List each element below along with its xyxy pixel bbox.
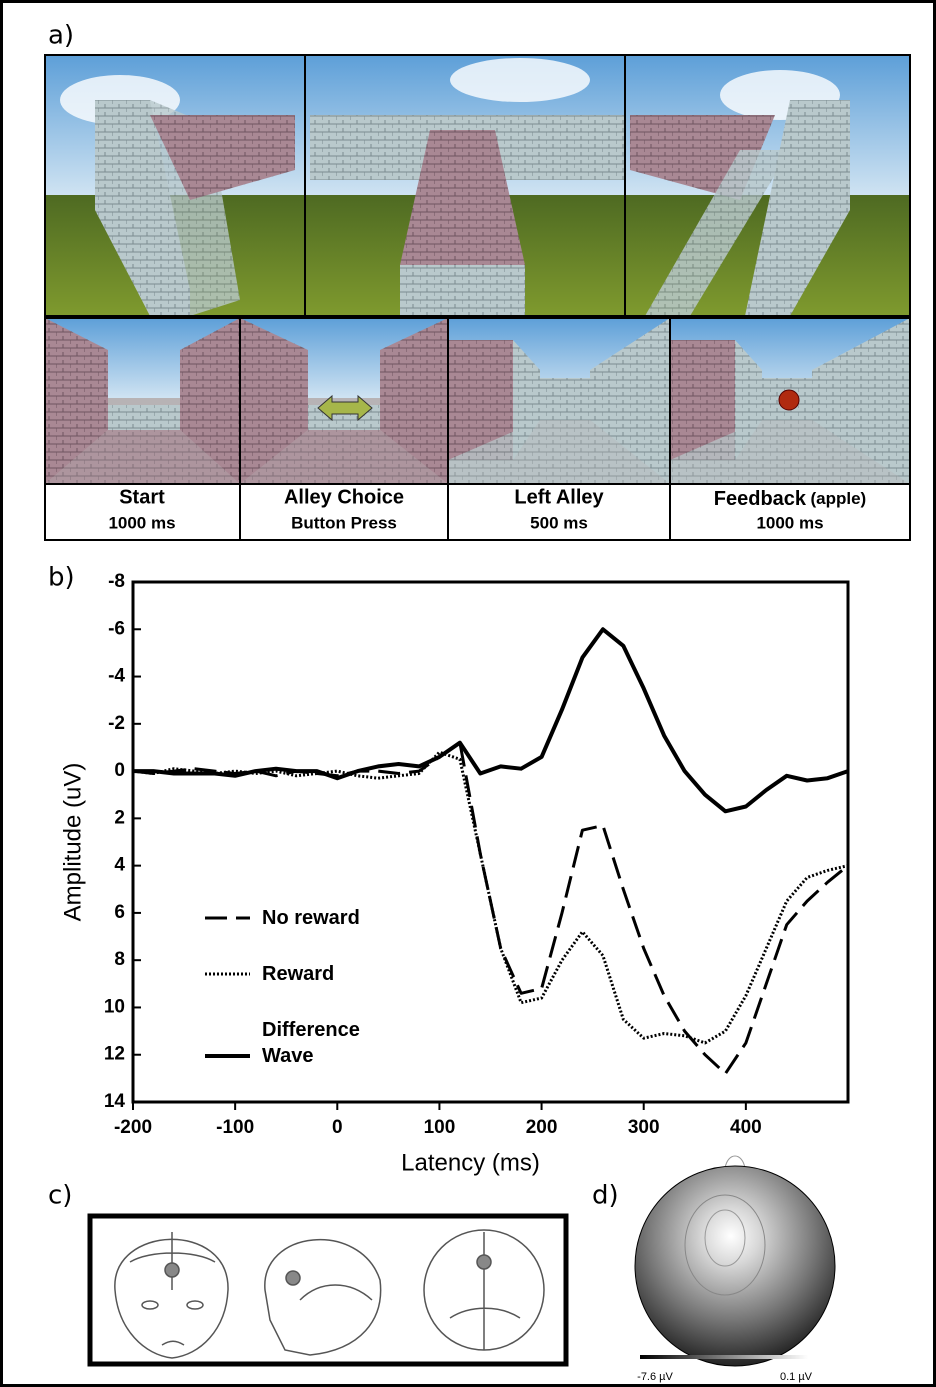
y-tick-label: 6 xyxy=(114,902,125,923)
y-tick-label: -6 xyxy=(108,618,125,639)
y-tick-label: 8 xyxy=(114,949,125,970)
legend-label: Difference Wave xyxy=(262,1017,392,1069)
series-line xyxy=(133,629,848,811)
step-note: (apple) xyxy=(810,489,866,508)
plot-frame xyxy=(133,582,848,1102)
step-title: Alley Choice xyxy=(284,486,404,508)
legend-label: Reward xyxy=(262,961,392,987)
topomap xyxy=(635,1156,835,1366)
panel-label: c) xyxy=(48,1181,72,1211)
step-title: Left Alley xyxy=(514,486,604,508)
colorbar-max: 0.1 µV xyxy=(780,1371,813,1383)
panel-label: a) xyxy=(48,21,74,51)
x-tick-label: 100 xyxy=(424,1117,456,1138)
step-detail: 500 ms xyxy=(530,513,588,532)
y-tick-label: 10 xyxy=(104,996,125,1017)
step-title: Feedback xyxy=(714,488,807,510)
step-detail: 1000 ms xyxy=(756,513,823,532)
step-detail: 1000 ms xyxy=(108,513,175,532)
y-tick-label: -4 xyxy=(108,666,125,687)
x-tick-label: -200 xyxy=(114,1117,152,1138)
x-axis-label: Latency (ms) xyxy=(401,1149,540,1176)
figure-canvas: a) b) c) d) Start 1000 ms Alley Choice B… xyxy=(0,0,936,1387)
figure: a) b) c) d) Start 1000 ms Alley Choice B… xyxy=(0,0,936,1387)
step-title-group: Feedback (apple) xyxy=(714,488,866,510)
erp-chart: -8 -6 -4 -2 0 2 4 6 8 10 12 14 -200 -100 0 100 200 300 400… xyxy=(59,571,848,1176)
y-tick-label: -8 xyxy=(108,571,125,592)
y-tick-label: 12 xyxy=(104,1044,125,1065)
step-detail: Button Press xyxy=(291,513,397,532)
y-tick-label: 14 xyxy=(104,1091,126,1112)
y-tick-label: 4 xyxy=(114,855,125,876)
x-tick-label: -100 xyxy=(216,1117,254,1138)
series-line xyxy=(133,752,848,1043)
step-title: Start xyxy=(119,486,165,508)
y-tick-label: 0 xyxy=(114,760,125,781)
x-tick-label: 400 xyxy=(730,1117,762,1138)
panel-label: d) xyxy=(592,1181,619,1211)
y-axis-label: Amplitude (uV) xyxy=(59,763,86,922)
y-tick-label: 2 xyxy=(114,807,125,828)
legend-label: No reward xyxy=(262,905,392,931)
x-tick-label: 300 xyxy=(628,1117,660,1138)
panel-label: b) xyxy=(48,563,75,593)
maze-overview xyxy=(45,55,910,316)
electrode-diagrams xyxy=(90,1216,566,1364)
x-tick-label: 200 xyxy=(526,1117,558,1138)
colorbar-min: -7.6 µV xyxy=(637,1371,673,1383)
y-tick-label: -2 xyxy=(108,713,125,734)
x-tick-label: 0 xyxy=(332,1117,343,1138)
